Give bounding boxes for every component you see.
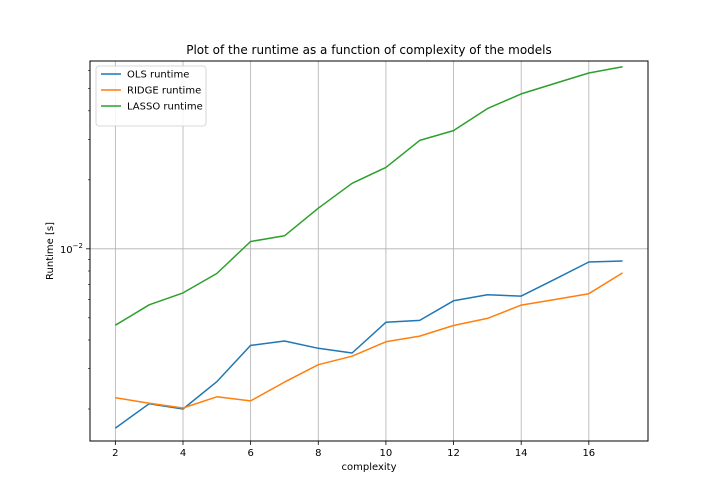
y-axis-label: Runtime [s] xyxy=(45,222,56,280)
x-tick-label: 12 xyxy=(447,448,460,459)
series-line-lasso xyxy=(115,66,623,326)
x-tick-label: 2 xyxy=(112,448,118,459)
x-axis-label: complexity xyxy=(342,462,397,473)
x-tick-label: 4 xyxy=(180,448,186,459)
legend-label: OLS runtime xyxy=(127,70,189,81)
series-lines xyxy=(114,66,623,429)
chart-title: Plot of the runtime as a function of com… xyxy=(186,43,552,57)
series-line-ridge xyxy=(115,272,623,409)
x-tick-label: 8 xyxy=(315,448,321,459)
x-tick-label: 14 xyxy=(515,448,528,459)
legend: OLS runtime RIDGE runtime LASSO runtime xyxy=(95,65,207,127)
x-tick-label: 10 xyxy=(380,448,393,459)
series-line-ols xyxy=(114,260,623,429)
x-axis-ticks: 2 4 6 8 10 12 14 16 xyxy=(112,441,595,459)
grid xyxy=(90,61,648,441)
plot-frame xyxy=(89,60,649,442)
legend-box xyxy=(95,65,207,127)
x-tick-label: 6 xyxy=(247,448,253,459)
legend-label: RIDGE runtime xyxy=(127,86,201,97)
legend-label: LASSO runtime xyxy=(127,102,203,113)
x-tick-label: 16 xyxy=(582,448,595,459)
